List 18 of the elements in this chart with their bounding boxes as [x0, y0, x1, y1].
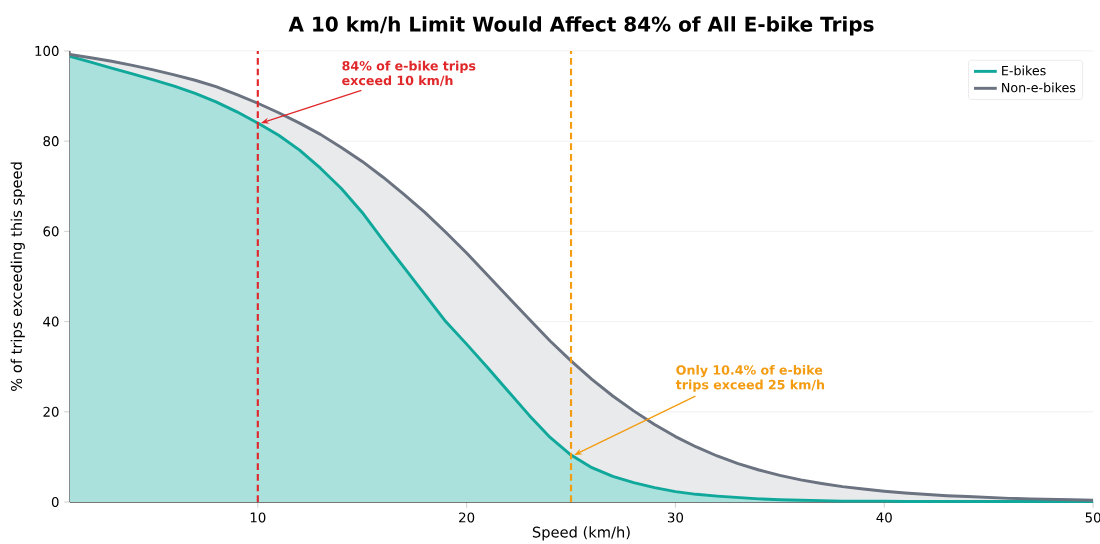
y-tick-label: 0 [51, 496, 59, 508]
y-tick-label: 80 [43, 136, 59, 147]
y-tick-label: 60 [43, 226, 59, 237]
legend-label: E-bikes [1002, 65, 1046, 76]
x-tick-label: 20 [459, 512, 475, 523]
x-axis-title: Speed (km/h) [532, 526, 630, 541]
chart-title: A 10 km/h Limit Would Affect 84% of All E-bike Trips [288, 16, 874, 36]
annotation: Only 10.4% of e-bike trips exceed 25 km/h [675, 364, 825, 392]
y-tick-label: 40 [43, 316, 59, 327]
x-tick-label: 50 [1085, 512, 1100, 523]
x-tick-label: 30 [667, 512, 684, 523]
legend-label: Non-e-bikes [1002, 82, 1076, 93]
x-tick-label: 10 [250, 512, 266, 523]
y-axis-title: % of trips exceeding this speed [10, 162, 25, 391]
x-tick-label: 40 [876, 512, 892, 523]
y-tick-label: 20 [43, 406, 59, 417]
y-tick-label: 100 [35, 45, 59, 56]
annotation: 84% of e-bike trips exceed 10 km/h [342, 60, 476, 87]
